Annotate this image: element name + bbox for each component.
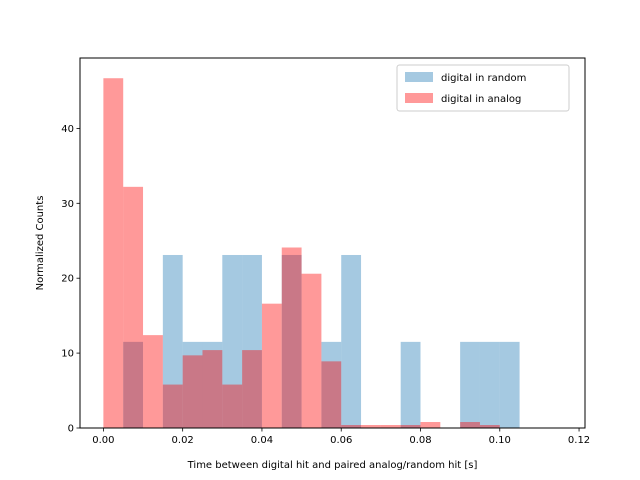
bar-analog-10 [301, 273, 322, 428]
y-axis-ticks: 0 10 20 30 40 [61, 124, 80, 435]
legend-label-0: digital in random [441, 73, 526, 84]
y-tick-label: 40 [61, 124, 74, 135]
x-axis-ticks: 0.00 0.02 0.04 0.06 0.08 0.10 0.12 [92, 428, 590, 446]
bar-analog-16 [420, 422, 441, 428]
y-tick-label: 30 [61, 199, 74, 210]
bar-analog-17 [460, 422, 480, 428]
bar-analog-5 [202, 350, 223, 428]
bar-analog-6 [222, 384, 243, 428]
bar-random-6 [281, 254, 302, 428]
bar-random-7 [321, 341, 342, 428]
bar-analog-8 [261, 303, 282, 428]
bar-random-9 [400, 341, 421, 428]
bar-random-10 [460, 341, 480, 428]
plot-frame [79, 57, 586, 429]
y-tick-label: 10 [61, 349, 74, 360]
bar-analog-11 [321, 361, 342, 428]
bar-analog-14 [380, 425, 401, 428]
bar-analog-12 [341, 425, 362, 428]
x-tick-label: 0.12 [568, 435, 590, 446]
bar-analog-15 [400, 425, 421, 428]
bar-analog-7 [242, 350, 262, 428]
x-tick-label: 0.06 [330, 435, 352, 446]
bar-analog-18 [479, 425, 500, 428]
x-tick-label: 0.04 [251, 435, 273, 446]
legend-swatch-1 [405, 93, 433, 103]
bar-random-8 [341, 254, 362, 428]
bar-analog-1 [123, 186, 144, 428]
x-tick-label: 0.00 [92, 435, 114, 446]
bar-analog-4 [182, 355, 203, 428]
x-tick-label: 0.08 [409, 435, 431, 446]
x-tick-label: 0.10 [489, 435, 511, 446]
x-axis-label: Time between digital hit and paired anal… [187, 460, 478, 471]
bar-analog-3 [162, 384, 183, 428]
bar-random-12 [499, 341, 520, 428]
bar-analog-2 [143, 335, 163, 428]
y-tick-label: 20 [61, 274, 74, 285]
legend: digital in random digital in analog [396, 64, 570, 112]
bar-random-4 [222, 254, 243, 428]
histogram-bars [103, 78, 520, 429]
bar-random-5 [242, 254, 262, 428]
bar-analog-9 [281, 247, 302, 428]
bar-random-1 [162, 254, 183, 428]
x-tick-label: 0.02 [172, 435, 194, 446]
legend-label-1: digital in analog [441, 94, 521, 105]
y-axis-label: Normalized Counts [35, 196, 46, 291]
legend-swatch-0 [405, 72, 433, 82]
bar-random-2 [182, 341, 203, 428]
bar-analog-0 [103, 78, 124, 429]
y-tick-label: 0 [68, 424, 74, 435]
bar-analog-13 [361, 425, 381, 428]
bar-random-0 [123, 341, 144, 428]
bar-random-11 [479, 341, 500, 428]
legend-box [396, 64, 570, 112]
bar-random-3 [202, 341, 223, 428]
